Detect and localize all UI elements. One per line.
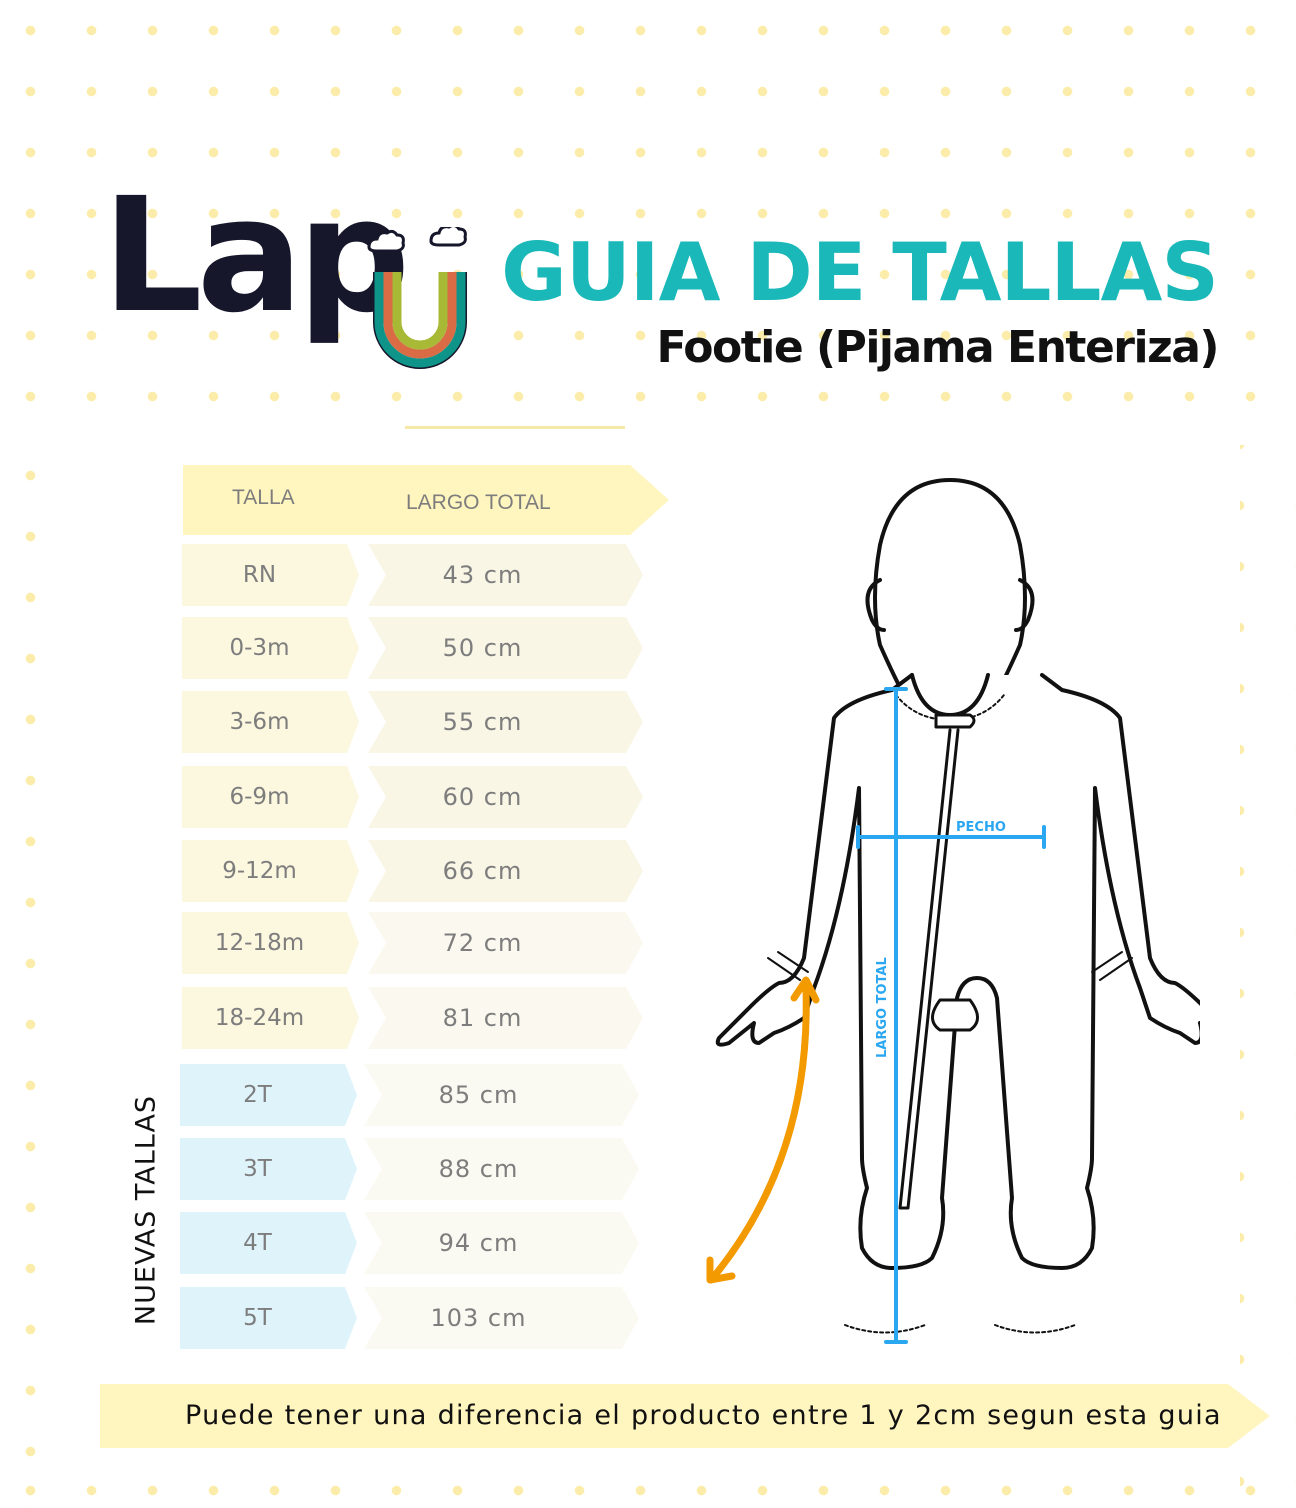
- length-cell: 60 cm: [368, 766, 643, 828]
- size-cell: 18-24m: [182, 987, 359, 1049]
- size-cell: 12-18m: [182, 912, 359, 974]
- chest-measurement: [856, 825, 1046, 849]
- footie-outline: [715, 673, 1200, 1334]
- footer-banner: [100, 1384, 1270, 1448]
- table-row: RN 43 cm: [0, 544, 700, 606]
- size-cell: 3T: [180, 1138, 357, 1200]
- size-cell: 6-9m: [182, 766, 359, 828]
- footie-diagram: PECHO LARGO TOTAL: [706, 478, 1200, 1344]
- table-row: 9-12m 66 cm: [0, 840, 700, 902]
- size-cell: 0-3m: [182, 617, 359, 679]
- length-cell: 85 cm: [364, 1064, 639, 1126]
- size-cell: 5T: [180, 1287, 357, 1349]
- table-header: [183, 465, 669, 535]
- baby-head-outline: [865, 478, 1035, 729]
- logo-wordmark: Lap: [102, 164, 410, 348]
- table-row: 12-18m 72 cm: [0, 912, 700, 974]
- length-cell: 88 cm: [364, 1138, 639, 1200]
- page-title: GUIA DE TALLAS: [501, 226, 1219, 319]
- table-row: 3-6m 55 cm: [0, 691, 700, 753]
- table-row: 5T 103 cm: [0, 1287, 700, 1349]
- size-cell: 9-12m: [182, 840, 359, 902]
- size-cell: 2T: [180, 1064, 357, 1126]
- length-cell: 103 cm: [364, 1287, 639, 1349]
- length-cell: 43 cm: [368, 544, 643, 606]
- dot-pattern-right: [1240, 445, 1296, 1508]
- length-cell: 72 cm: [368, 912, 643, 974]
- table-row: 18-24m 81 cm: [0, 987, 700, 1049]
- divider: [405, 426, 625, 429]
- column-header-size: TALLA: [232, 486, 295, 509]
- table-row: 0-3m 50 cm: [0, 617, 700, 679]
- length-cell: 81 cm: [368, 987, 643, 1049]
- table-row: 3T 88 cm: [0, 1138, 700, 1200]
- size-cell: RN: [182, 544, 359, 606]
- length-cell: 55 cm: [368, 691, 643, 753]
- footer-note: Puede tener una diferencia el producto e…: [185, 1400, 1222, 1431]
- orange-curved-arrow-icon: [706, 976, 820, 1284]
- length-label: LARGO TOTAL: [875, 957, 890, 1058]
- table-row: 4T 94 cm: [0, 1212, 700, 1274]
- lapu-logo: Lap: [100, 177, 470, 390]
- chest-label: PECHO: [956, 820, 1006, 835]
- size-cell: 3-6m: [182, 691, 359, 753]
- dot-pattern-bottom: [0, 1460, 1296, 1508]
- dot-pattern-top: [0, 0, 1296, 445]
- size-cell: 4T: [180, 1212, 357, 1274]
- length-measurement: [884, 687, 908, 1344]
- length-cell: 94 cm: [364, 1212, 639, 1274]
- rainbow-u-icon: [367, 227, 467, 369]
- dot-pattern-left: [0, 445, 40, 1508]
- length-cell: 50 cm: [368, 617, 643, 679]
- table-row: 6-9m 60 cm: [0, 766, 700, 828]
- column-header-length: LARGO TOTAL: [406, 491, 551, 514]
- length-cell: 66 cm: [368, 840, 643, 902]
- table-row: 2T 85 cm: [0, 1064, 700, 1126]
- page-subtitle: Footie (Pijama Enteriza): [656, 322, 1219, 373]
- new-sizes-label: NUEVAS TALLAS: [130, 1094, 162, 1326]
